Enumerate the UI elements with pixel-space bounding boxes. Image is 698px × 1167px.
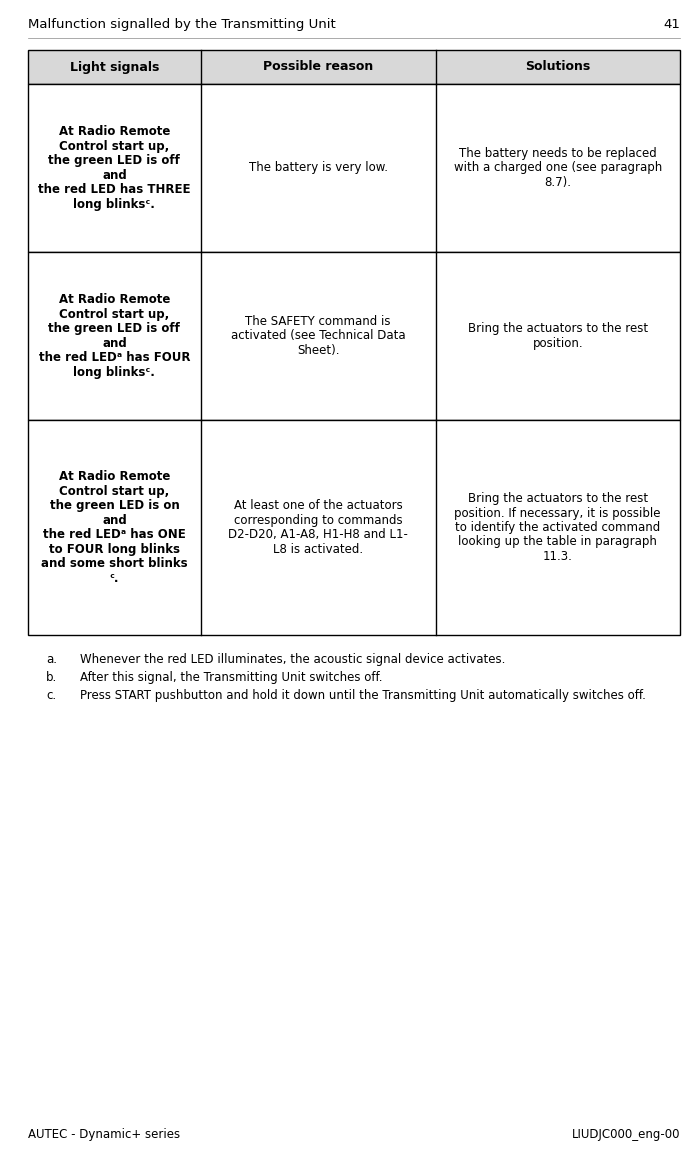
Text: Control start up,: Control start up, (59, 484, 170, 498)
Bar (28, 84, 680, 252)
Text: and some short blinks: and some short blinks (41, 558, 188, 571)
Text: Possible reason: Possible reason (263, 61, 373, 74)
Text: 41: 41 (663, 18, 680, 32)
Text: The SAFETY command is: The SAFETY command is (246, 315, 391, 328)
Text: AUTEC - Dynamic+ series: AUTEC - Dynamic+ series (28, 1128, 180, 1141)
Text: Control start up,: Control start up, (59, 140, 170, 153)
Text: Solutions: Solutions (525, 61, 591, 74)
Text: long blinksᶜ.: long blinksᶜ. (73, 197, 156, 211)
Text: At Radio Remote: At Radio Remote (59, 293, 170, 306)
Text: the red LEDᵃ has FOUR: the red LEDᵃ has FOUR (38, 351, 190, 364)
Text: the green LED is off: the green LED is off (48, 154, 180, 167)
Text: Whenever the red LED illuminates, the acoustic signal device activates.: Whenever the red LED illuminates, the ac… (80, 654, 505, 666)
Text: the green LED is on: the green LED is on (50, 499, 179, 512)
Text: activated (see Technical Data: activated (see Technical Data (231, 329, 406, 342)
Text: the red LED has THREE: the red LED has THREE (38, 183, 191, 196)
Text: long blinksᶜ.: long blinksᶜ. (73, 365, 156, 379)
Text: and: and (102, 337, 127, 350)
Text: c.: c. (46, 689, 56, 703)
Text: Bring the actuators to the rest: Bring the actuators to the rest (468, 492, 648, 505)
Text: Malfunction signalled by the Transmitting Unit: Malfunction signalled by the Transmittin… (28, 18, 336, 32)
Text: At Radio Remote: At Radio Remote (59, 125, 170, 138)
Bar (28, 420, 680, 635)
Text: to FOUR long blinks: to FOUR long blinks (49, 543, 180, 555)
Text: At Radio Remote: At Radio Remote (59, 470, 170, 483)
Text: to identify the activated command: to identify the activated command (455, 520, 660, 534)
Text: Bring the actuators to the rest: Bring the actuators to the rest (468, 322, 648, 335)
Text: 11.3.: 11.3. (543, 550, 572, 562)
Text: ᶜ.: ᶜ. (110, 572, 119, 585)
Text: Press START pushbutton and hold it down until the Transmitting Unit automaticall: Press START pushbutton and hold it down … (80, 689, 646, 703)
Text: a.: a. (46, 654, 57, 666)
Text: the red LEDᵃ has ONE: the red LEDᵃ has ONE (43, 529, 186, 541)
Text: position.: position. (533, 337, 583, 350)
Text: with a charged one (see paragraph: with a charged one (see paragraph (454, 161, 662, 175)
Text: and: and (102, 169, 127, 182)
Text: L8 is activated.: L8 is activated. (273, 543, 363, 555)
Text: LIUDJC000_eng-00: LIUDJC000_eng-00 (572, 1128, 680, 1141)
Text: Control start up,: Control start up, (59, 308, 170, 321)
Text: corresponding to commands: corresponding to commands (234, 513, 403, 526)
Text: 8.7).: 8.7). (544, 176, 571, 189)
Text: b.: b. (46, 671, 57, 684)
Text: position. If necessary, it is possible: position. If necessary, it is possible (454, 506, 661, 519)
Text: and: and (102, 513, 127, 526)
Text: The battery is very low.: The battery is very low. (248, 161, 387, 175)
Text: The battery needs to be replaced: The battery needs to be replaced (459, 147, 657, 160)
Bar (28, 252, 680, 420)
Text: After this signal, the Transmitting Unit switches off.: After this signal, the Transmitting Unit… (80, 671, 383, 684)
Text: the green LED is off: the green LED is off (48, 322, 180, 335)
Text: At least one of the actuators: At least one of the actuators (234, 499, 403, 512)
Text: D2-D20, A1-A8, H1-H8 and L1-: D2-D20, A1-A8, H1-H8 and L1- (228, 529, 408, 541)
Text: Light signals: Light signals (70, 61, 159, 74)
Text: looking up the table in paragraph: looking up the table in paragraph (459, 536, 658, 548)
Text: Sheet).: Sheet). (297, 344, 339, 357)
Bar (28, 50, 680, 84)
